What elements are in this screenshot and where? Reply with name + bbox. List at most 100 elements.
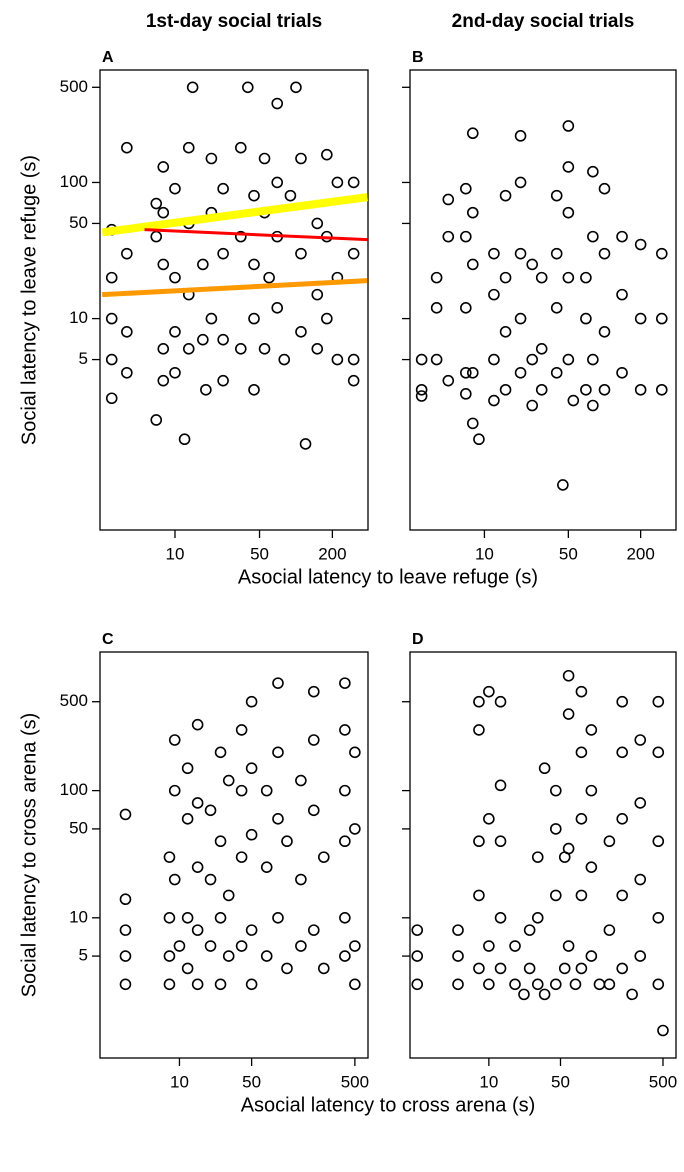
data-point xyxy=(271,176,284,189)
data-point xyxy=(311,343,324,355)
data-point xyxy=(235,141,247,154)
data-point xyxy=(587,399,599,412)
data-point xyxy=(235,940,248,952)
data-point xyxy=(585,784,598,797)
data-point xyxy=(598,325,611,338)
data-point xyxy=(311,217,324,230)
y-tick-label: 5 xyxy=(79,349,88,368)
data-point xyxy=(562,708,575,720)
x-tick-label: 500 xyxy=(649,1072,677,1091)
data-point xyxy=(562,842,575,855)
data-point xyxy=(652,746,665,759)
data-point xyxy=(473,962,485,975)
data-point xyxy=(349,940,361,952)
x-tick-label: 500 xyxy=(341,1072,369,1091)
data-point xyxy=(248,189,260,202)
data-point xyxy=(347,374,360,387)
data-point xyxy=(538,988,551,1001)
data-point xyxy=(488,247,500,260)
data-point xyxy=(200,383,212,396)
data-point xyxy=(518,988,530,1001)
data-point xyxy=(535,383,548,396)
data-point xyxy=(217,247,229,260)
data-point xyxy=(271,97,284,110)
data-point xyxy=(173,940,186,952)
x-tick-label: 50 xyxy=(242,1072,261,1091)
data-point xyxy=(655,247,668,260)
data-point xyxy=(460,182,472,195)
data-point xyxy=(411,950,424,962)
data-point xyxy=(235,230,247,243)
data-point xyxy=(235,343,247,355)
data-point xyxy=(460,230,472,243)
y-tick-label: 5 xyxy=(79,946,88,965)
data-point xyxy=(562,940,575,952)
plot-frame xyxy=(409,69,677,531)
data-point xyxy=(430,353,443,366)
fit-line xyxy=(101,193,368,237)
data-point xyxy=(307,734,320,746)
data-point xyxy=(415,383,428,396)
data-point xyxy=(535,271,548,284)
data-point xyxy=(603,924,616,936)
data-point xyxy=(191,861,204,873)
panel-label: C xyxy=(102,631,114,648)
data-point xyxy=(655,383,668,396)
y-axis-label: Social latency to cross arena (s) xyxy=(18,713,40,998)
data-point xyxy=(415,353,428,366)
data-point xyxy=(235,724,248,736)
data-point xyxy=(217,182,229,195)
data-point xyxy=(531,911,544,924)
data-point xyxy=(272,677,284,689)
data-point xyxy=(311,288,324,301)
data-point xyxy=(191,718,204,731)
data-point xyxy=(550,189,563,202)
data-point xyxy=(121,366,133,379)
data-point xyxy=(307,924,320,936)
data-point xyxy=(191,924,204,936)
data-point xyxy=(157,258,170,271)
data-point xyxy=(321,148,333,161)
data-point xyxy=(121,247,133,260)
data-point xyxy=(119,924,132,936)
data-point xyxy=(181,911,194,924)
data-point xyxy=(483,978,495,991)
data-point xyxy=(331,353,344,366)
data-point xyxy=(150,197,163,210)
data-point xyxy=(245,695,258,708)
data-point xyxy=(538,762,551,775)
data-point xyxy=(105,392,118,405)
data-point xyxy=(119,808,132,821)
data-point xyxy=(347,353,360,366)
data-point xyxy=(466,206,479,219)
data-point xyxy=(169,325,181,338)
x-tick-label: 50 xyxy=(559,544,578,563)
data-point xyxy=(191,797,204,809)
data-point xyxy=(580,271,592,284)
data-point xyxy=(514,130,527,142)
data-point xyxy=(634,383,647,396)
data-point xyxy=(442,374,455,387)
data-point xyxy=(531,978,544,991)
y-tick-label: 500 xyxy=(60,77,88,96)
data-point xyxy=(509,978,521,991)
data-point xyxy=(258,343,271,355)
data-point xyxy=(197,258,209,271)
data-point xyxy=(181,813,194,825)
data-point xyxy=(307,685,320,698)
data-point xyxy=(473,724,485,736)
data-point xyxy=(430,302,443,314)
data-point xyxy=(634,950,647,962)
y-tick-label: 100 xyxy=(60,172,88,191)
data-point xyxy=(272,911,284,924)
data-point xyxy=(150,230,163,243)
data-point xyxy=(575,813,588,825)
data-point xyxy=(260,861,273,873)
data-point xyxy=(222,950,235,962)
data-point xyxy=(331,176,344,189)
data-point xyxy=(634,797,647,809)
data-point xyxy=(616,230,628,243)
data-point xyxy=(197,333,209,346)
data-point xyxy=(514,176,527,189)
plot-frame xyxy=(409,651,677,1059)
